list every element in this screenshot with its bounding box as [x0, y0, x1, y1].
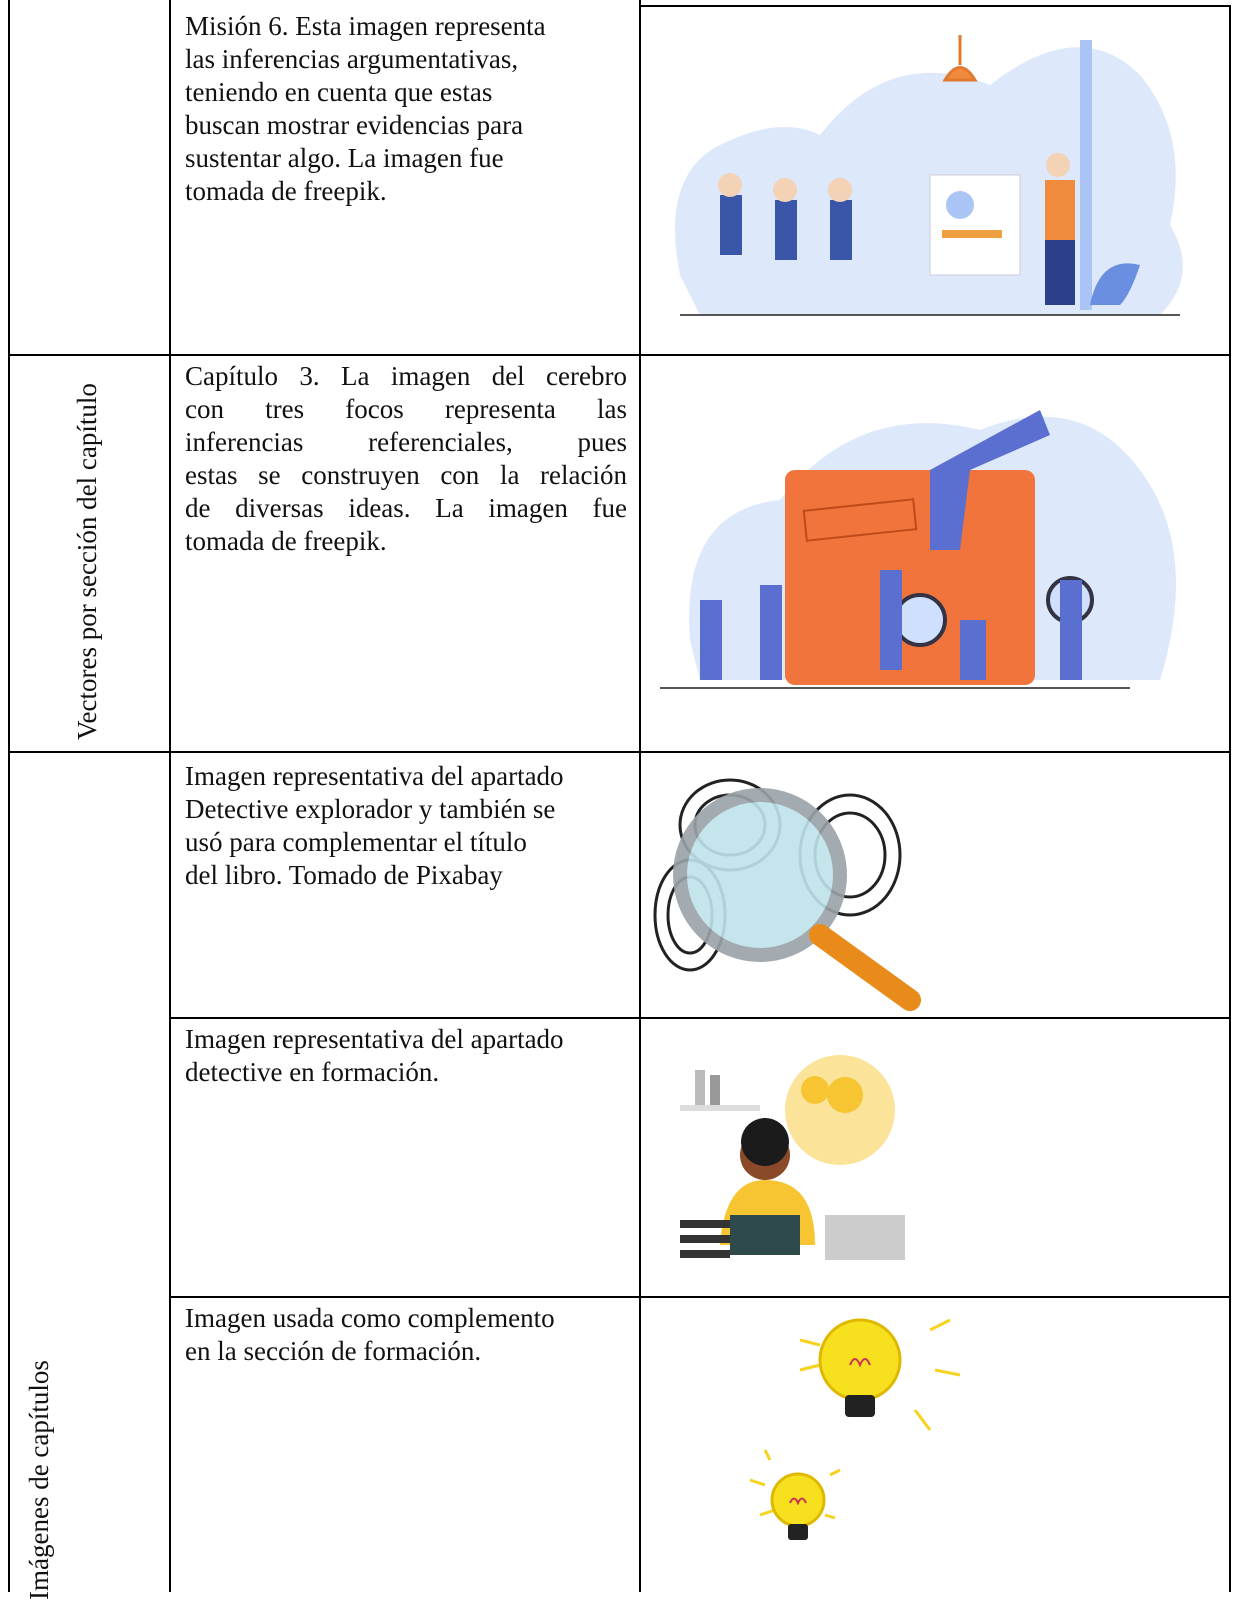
text-line: buscan mostrar evidencias para: [185, 110, 524, 140]
text-line: en la sección de formación.: [185, 1336, 482, 1366]
text-line: con tres focos representa las: [185, 394, 627, 424]
text-line: tomada de freepik.: [185, 526, 387, 556]
group-label: Vectores por sección del capítulo: [72, 383, 102, 740]
text-line: Imagen usada como complemento: [185, 1303, 555, 1333]
text-line: Detective explorador y también se: [185, 794, 556, 824]
text-line: inferencias referenciales, pues: [185, 427, 627, 457]
border: [8, 354, 1231, 356]
text-line: teniendo en cuenta que estas: [185, 77, 493, 107]
border: [169, 1296, 1231, 1298]
illustration: [660, 410, 1176, 689]
description: Imagen usada como complemento en la secci…: [185, 1302, 627, 1368]
border: [169, 0, 171, 1592]
description: Capítulo 3. La imagen del cerebro con tre…: [185, 360, 627, 558]
border: [169, 1017, 1231, 1019]
text-line: Imagen representativa del apartado: [185, 761, 564, 791]
text-line: Misión 6. Esta imagen representa: [185, 11, 546, 41]
illustration: [680, 1055, 905, 1260]
text-line: detective en formación.: [185, 1057, 440, 1087]
description: Imagen representativa del apartado detect…: [185, 1023, 627, 1089]
description: Imagen representativa del apartado Detect…: [185, 760, 627, 892]
border: [639, 0, 641, 1592]
border: [8, 751, 1231, 753]
text-line: Capítulo 3. La imagen del cerebro: [185, 361, 627, 391]
illustration: [653, 778, 921, 1011]
text-line: de diversas ideas. La imagen fue: [185, 493, 627, 523]
illustration: [675, 35, 1183, 316]
text-line: tomada de freepik.: [185, 176, 387, 206]
illustration: [749, 1318, 960, 1540]
border: [1229, 5, 1231, 1592]
text-line: estas se construyen con la relación: [185, 460, 627, 490]
text-line: sustentar algo. La imagen fue: [185, 143, 504, 173]
border: [8, 0, 10, 1592]
text-line: Imagen representativa del apartado: [185, 1024, 564, 1054]
text-line: las inferencias argumentativas,: [185, 44, 519, 74]
group-label: Imágenes de capítulos: [24, 1360, 54, 1600]
text-line: del libro. Tomado de Pixabay: [185, 860, 503, 890]
border: [639, 5, 1231, 7]
text-line: usó para complementar el título: [185, 827, 527, 857]
description: Misión 6. Esta imagen representa las infe…: [185, 10, 627, 208]
